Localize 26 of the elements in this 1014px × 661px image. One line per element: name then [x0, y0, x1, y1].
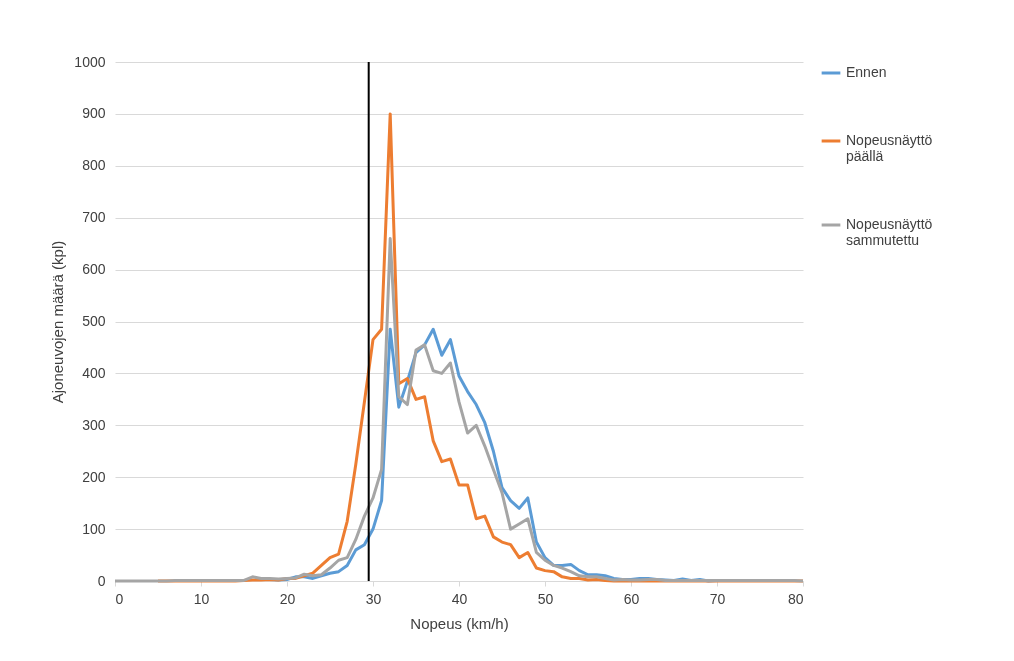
x-tick-label: 60 — [623, 590, 640, 607]
y-tick-label: 0 — [97, 572, 106, 589]
legend-label: Nopeusnäyttö sammutettu — [846, 216, 933, 248]
y-tick-label: 600 — [82, 261, 106, 278]
y-tick-label: 100 — [82, 520, 106, 537]
x-tick-label: 30 — [365, 590, 382, 607]
x-tick-label: 50 — [537, 590, 554, 607]
y-tick-label: 200 — [82, 468, 106, 485]
y-tick-label: 500 — [82, 313, 106, 329]
y-tick-label: 300 — [82, 416, 106, 433]
y-tick-label: 900 — [82, 105, 106, 122]
x-tick-label: 70 — [709, 590, 726, 607]
x-axis-title: Nopeus (km/h) — [410, 614, 509, 632]
x-tick-label: 20 — [279, 590, 296, 607]
x-tick-label: 0 — [115, 590, 124, 607]
y-tick-label: 400 — [82, 364, 106, 381]
y-tick-label: 1000 — [74, 53, 106, 70]
x-tick-label: 40 — [451, 590, 468, 607]
legend-label: Nopeusnäyttö päällä — [846, 132, 933, 164]
y-tick-label: 800 — [82, 157, 106, 174]
line-series — [113, 236, 805, 583]
x-tick-label: 10 — [193, 590, 210, 607]
y-axis-title: Ajoneuvojen määrä (kpl) — [49, 240, 67, 404]
legend-label: Ennen — [846, 64, 887, 80]
x-tick-label: 80 — [787, 590, 804, 607]
y-tick-label: 700 — [82, 209, 106, 226]
